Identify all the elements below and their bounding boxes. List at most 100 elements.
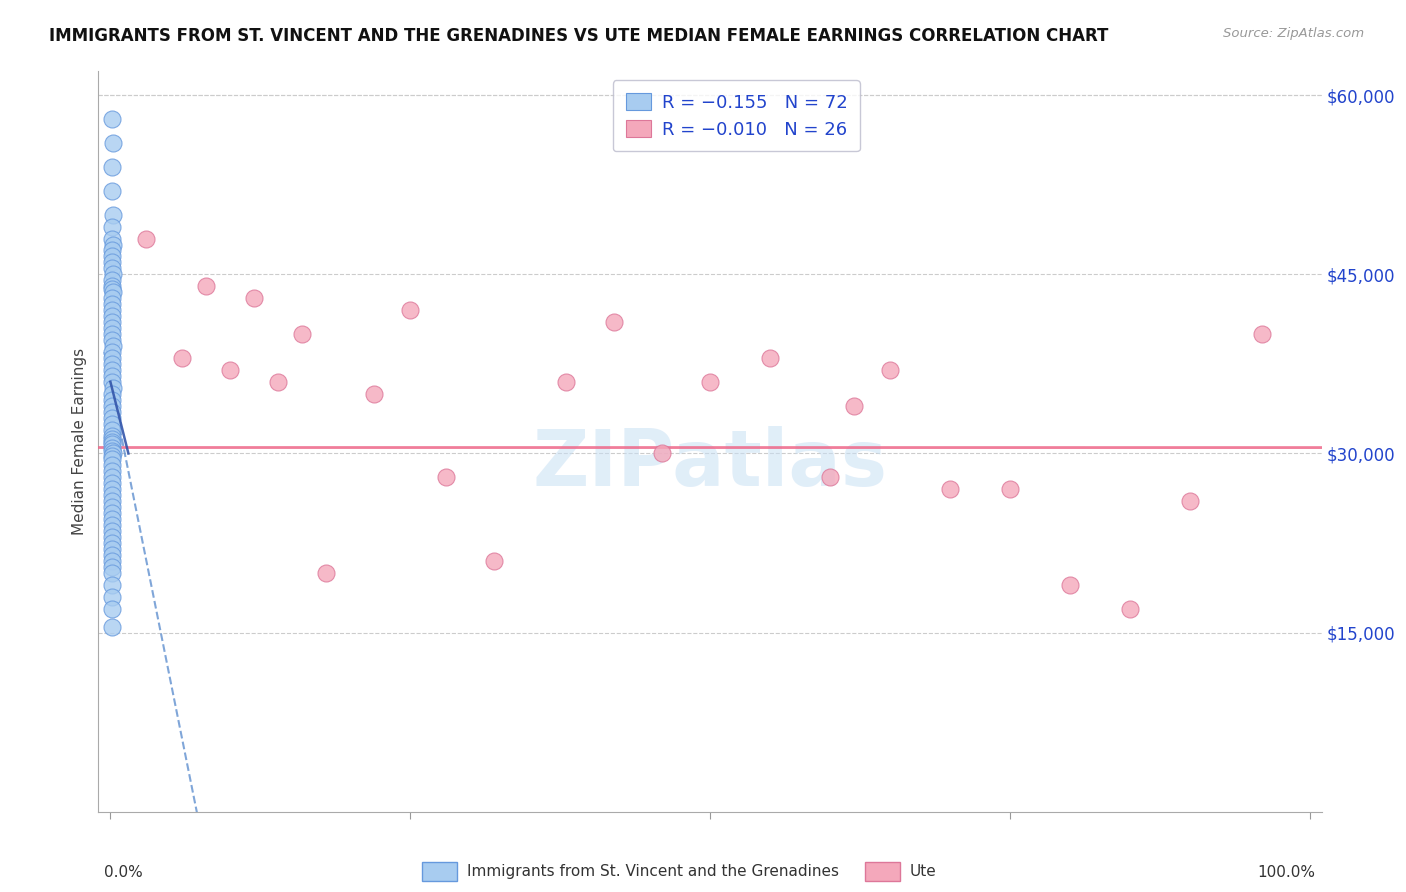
Point bbox=[100, 297, 122, 311]
Point bbox=[100, 548, 122, 562]
Point bbox=[100, 405, 122, 419]
Point bbox=[100, 244, 122, 258]
Text: ZIPatlas: ZIPatlas bbox=[533, 425, 887, 502]
Point bbox=[434, 470, 457, 484]
Point bbox=[100, 160, 122, 174]
Text: Immigrants from St. Vincent and the Grenadines: Immigrants from St. Vincent and the Gren… bbox=[467, 864, 839, 879]
Legend: R = −0.155   N = 72, R = −0.010   N = 26: R = −0.155 N = 72, R = −0.010 N = 26 bbox=[613, 80, 860, 152]
Point bbox=[842, 399, 865, 413]
Text: IMMIGRANTS FROM ST. VINCENT AND THE GRENADINES VS UTE MEDIAN FEMALE EARNINGS COR: IMMIGRANTS FROM ST. VINCENT AND THE GREN… bbox=[49, 27, 1108, 45]
Point bbox=[100, 417, 122, 431]
Point bbox=[100, 554, 122, 568]
Point bbox=[759, 351, 782, 365]
Point bbox=[101, 381, 124, 395]
Point bbox=[100, 476, 122, 491]
Point bbox=[100, 357, 122, 371]
Point bbox=[100, 483, 122, 497]
Point bbox=[100, 437, 122, 451]
Point bbox=[101, 339, 124, 353]
Point bbox=[100, 279, 122, 293]
Point bbox=[100, 345, 122, 359]
Point bbox=[100, 309, 122, 323]
Point bbox=[100, 399, 122, 413]
Point bbox=[195, 279, 218, 293]
Point bbox=[100, 291, 122, 305]
Point bbox=[100, 441, 122, 455]
Point bbox=[555, 375, 578, 389]
Point bbox=[1059, 578, 1081, 592]
Point bbox=[315, 566, 337, 580]
Text: Source: ZipAtlas.com: Source: ZipAtlas.com bbox=[1223, 27, 1364, 40]
Point bbox=[100, 470, 122, 484]
Point bbox=[100, 249, 122, 264]
Point bbox=[100, 261, 122, 276]
Point bbox=[100, 449, 122, 463]
Point bbox=[482, 554, 505, 568]
Point bbox=[100, 566, 122, 580]
Point bbox=[699, 375, 721, 389]
Point bbox=[100, 444, 122, 458]
Point bbox=[100, 512, 122, 526]
Point bbox=[100, 518, 122, 533]
Point bbox=[100, 363, 122, 377]
Point bbox=[100, 560, 122, 574]
Point bbox=[291, 327, 314, 342]
Point bbox=[818, 470, 841, 484]
Text: Ute: Ute bbox=[910, 864, 936, 879]
Text: 100.0%: 100.0% bbox=[1257, 865, 1316, 880]
Point bbox=[101, 285, 124, 300]
Point bbox=[100, 488, 122, 502]
Point bbox=[100, 184, 122, 198]
Point bbox=[100, 464, 122, 478]
Point bbox=[100, 219, 122, 234]
Point bbox=[100, 333, 122, 347]
Point bbox=[100, 386, 122, 401]
Point bbox=[100, 112, 122, 127]
Point bbox=[100, 375, 122, 389]
Point bbox=[100, 506, 122, 520]
Point bbox=[100, 500, 122, 515]
Point bbox=[243, 291, 266, 305]
Point bbox=[100, 273, 122, 287]
Point bbox=[100, 524, 122, 538]
Point bbox=[100, 255, 122, 269]
Point bbox=[100, 578, 122, 592]
Point bbox=[101, 136, 124, 150]
Point bbox=[100, 530, 122, 544]
Point bbox=[100, 590, 122, 604]
Point bbox=[100, 541, 122, 556]
Point bbox=[135, 231, 157, 245]
Point bbox=[1178, 494, 1201, 508]
Point bbox=[100, 315, 122, 329]
Point bbox=[267, 375, 290, 389]
Point bbox=[100, 423, 122, 437]
Point bbox=[100, 434, 122, 449]
Point bbox=[100, 392, 122, 407]
Point bbox=[1250, 327, 1272, 342]
Point bbox=[939, 483, 962, 497]
Point bbox=[100, 327, 122, 342]
Point bbox=[651, 446, 673, 460]
Point bbox=[100, 410, 122, 425]
Text: 0.0%: 0.0% bbox=[104, 865, 143, 880]
Point bbox=[100, 282, 122, 296]
Point bbox=[998, 483, 1021, 497]
Point bbox=[100, 428, 122, 442]
Point bbox=[100, 231, 122, 245]
Point bbox=[100, 619, 122, 633]
Point bbox=[100, 536, 122, 550]
Point bbox=[100, 368, 122, 383]
Point bbox=[172, 351, 194, 365]
Point bbox=[100, 321, 122, 335]
Point bbox=[100, 601, 122, 615]
Point bbox=[363, 386, 385, 401]
Point bbox=[100, 452, 122, 467]
Point bbox=[100, 432, 122, 446]
Point bbox=[101, 237, 124, 252]
Point bbox=[100, 458, 122, 473]
Point bbox=[1119, 601, 1142, 615]
Point bbox=[100, 494, 122, 508]
Point bbox=[101, 208, 124, 222]
Point bbox=[100, 351, 122, 365]
Point bbox=[879, 363, 901, 377]
